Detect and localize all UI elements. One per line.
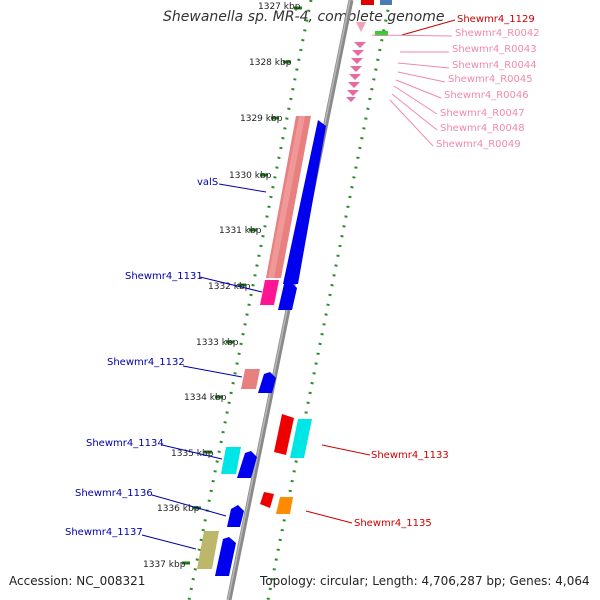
- top-features: [346, 0, 392, 102]
- gene-label-Shewmr4_R0044: Shewmr4_R0044: [452, 60, 537, 71]
- gene-label-Shewmr4_1137: Shewmr4_1137: [65, 527, 143, 538]
- left-gene-labels: valS Shewmr4_1131 Shewmr4_1132 Shewmr4_1…: [65, 177, 218, 538]
- gene-label-Shewmr4_R0048: Shewmr4_R0048: [440, 123, 525, 134]
- right-pink-gene-labels: Shewmr4_R0042 Shewmr4_R0043 Shewmr4_R004…: [436, 28, 540, 150]
- gene-Shewmr4_1134: [221, 447, 241, 474]
- topology-label: Topology: circular; Length: 4,706,287 bp…: [260, 574, 590, 588]
- gene-label-Shewmr4_1134: Shewmr4_1134: [86, 438, 164, 449]
- kbp-label: 1328 kbp: [249, 58, 292, 68]
- gene-label-Shewmr4_R0045: Shewmr4_R0045: [448, 74, 533, 85]
- gene-Shewmr4_1133: [290, 419, 312, 458]
- trna-markers: [346, 42, 366, 102]
- gene-label-Shewmr4_1129: Shewmr4_1129: [457, 14, 535, 25]
- gene-forward-blue: [283, 120, 326, 284]
- kbp-label: 1335 kbp: [171, 449, 214, 459]
- gene-feature-red: [361, 0, 374, 5]
- rrna-feature: [356, 22, 366, 32]
- gene-label-valS: valS: [197, 177, 218, 188]
- right-red-leader-lines: [305, 19, 456, 524]
- gene-label-Shewmr4_1136: Shewmr4_1136: [75, 488, 153, 499]
- kbp-tick-track-left: [187, 0, 313, 600]
- kbp-label: 1329 kbp: [240, 114, 283, 124]
- gene-reverse-red: [274, 414, 294, 455]
- gene-label-Shewmr4_1132: Shewmr4_1132: [107, 357, 185, 368]
- gene-Shewmr4_1131: [260, 280, 279, 305]
- gene-reverse-red: [260, 492, 274, 508]
- gene-label-Shewmr4_1131: Shewmr4_1131: [125, 271, 203, 282]
- kbp-labels: 1327 kbp 1328 kbp 1329 kbp 1330 kbp 1331…: [143, 2, 301, 570]
- left-leader-lines: [141, 183, 267, 550]
- gene-label-Shewmr4_1133: Shewmr4_1133: [371, 450, 449, 461]
- gene-label-Shewmr4_R0046: Shewmr4_R0046: [444, 90, 529, 101]
- gene-label-Shewmr4_R0043: Shewmr4_R0043: [452, 44, 537, 55]
- gene-label-Shewmr4_R0049: Shewmr4_R0049: [436, 139, 521, 150]
- kbp-label: 1332 kbp: [208, 282, 251, 292]
- right-red-gene-labels: Shewmr4_1129 Shewmr4_1133 Shewmr4_1135: [354, 14, 535, 529]
- kbp-label: 1327 kbp: [258, 2, 301, 12]
- kbp-label: 1336 kbp: [157, 504, 200, 514]
- gene-Shewmr4_1135: [276, 497, 293, 514]
- gene-Shewmr4_1136: [227, 505, 244, 527]
- gene-forward-blue: [215, 537, 236, 576]
- kbp-label: 1330 kbp: [229, 171, 272, 181]
- kbp-label: 1334 kbp: [184, 393, 227, 403]
- gene-forward-blue: [278, 282, 297, 310]
- trna-feature-green: [375, 31, 388, 36]
- genome-title: Shewanella sp. MR-4, complete genome: [163, 9, 445, 25]
- gene-forward-blue: [258, 372, 276, 393]
- gene-Shewmr4_1132: [241, 369, 260, 389]
- gene-label-Shewmr4_R0047: Shewmr4_R0047: [440, 108, 525, 119]
- kbp-label: 1331 kbp: [219, 226, 262, 236]
- gene-label-Shewmr4_1135: Shewmr4_1135: [354, 518, 432, 529]
- accession-label: Accession: NC_008321: [9, 574, 146, 588]
- gene-Shewmr4_1137: [197, 531, 219, 569]
- kbp-label: 1337 kbp: [143, 560, 186, 570]
- gene-forward-blue: [237, 451, 257, 478]
- gene-label-Shewmr4_R0042: Shewmr4_R0042: [455, 28, 540, 39]
- kbp-label: 1333 kbp: [196, 338, 239, 348]
- gene-feature-blue: [380, 0, 392, 5]
- right-pink-leader-lines: [371, 34, 453, 147]
